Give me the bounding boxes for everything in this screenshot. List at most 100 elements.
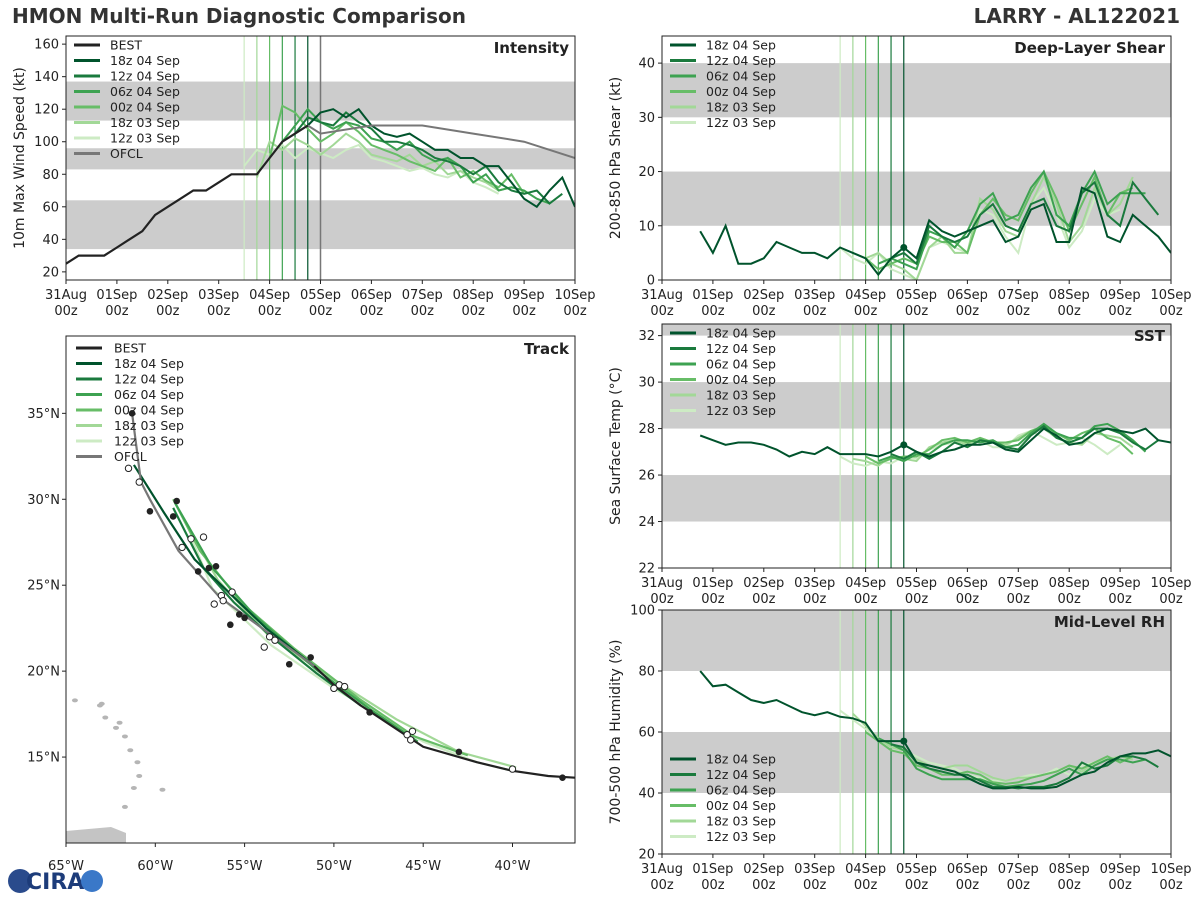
plot-area: [66, 36, 575, 280]
best-track-line: [313, 665, 575, 779]
x-tick-label: 01Sep: [692, 288, 733, 303]
x-tick-label: 00z: [563, 304, 587, 319]
track-line-00z-04-Sep: [172, 498, 469, 757]
y-tick-label: 140: [34, 70, 59, 85]
lon-label: 65°W: [48, 859, 84, 874]
track-map: 65°W 60°W 55°W 50°W 45°W 40°W 15°N 20°N 25°N 30°N…: [27, 335, 576, 874]
x-tick-label: 00z: [411, 304, 435, 319]
x-tick-label: 02Sep: [147, 288, 188, 303]
y-tick-label: 100: [630, 604, 655, 619]
x-tick-label: 00z: [752, 592, 776, 607]
track-point-filled: [366, 709, 373, 716]
x-tick-label: 00z: [905, 304, 929, 319]
x-tick-label: 00z: [1108, 592, 1132, 607]
x-tick-label: 09Sep: [1100, 576, 1141, 591]
legend-label: 12z 04 Sep: [706, 53, 776, 68]
track-point-open: [508, 765, 517, 773]
track-point-open: [228, 588, 236, 596]
x-tick-label: 00z: [156, 304, 180, 319]
track-line-12z-04-Sep: [172, 507, 362, 707]
x-tick-label: 00z: [207, 304, 231, 319]
x-tick-label: 00z: [650, 592, 674, 607]
x-tick-label: 01Sep: [96, 288, 137, 303]
rh-chart: 2040608010031Aug00z01Sep00z02Sep00z03Sep…: [608, 604, 1192, 894]
chart-title: Track: [524, 340, 570, 358]
lon-label: 45°W: [405, 859, 441, 874]
track-point-open: [260, 643, 268, 651]
x-tick-label: 10Sep: [1150, 862, 1191, 877]
legend-label: 18z 03 Sep: [110, 115, 180, 130]
series-line-06z-04-Sep: [877, 169, 1146, 271]
current-point: [900, 441, 908, 449]
legend-label: 18z 04 Sep: [706, 752, 776, 767]
ofcl-track-line: [131, 413, 315, 667]
x-tick-label: 10Sep: [1150, 576, 1191, 591]
plot-area: [662, 324, 1171, 568]
ofcl-line: [307, 124, 575, 159]
y-axis-label: 700-500 hPa Humidity (%): [608, 640, 624, 825]
x-tick-label: 06Sep: [947, 288, 988, 303]
x-tick-label: 00z: [701, 304, 725, 319]
y-tick-label: 80: [638, 665, 655, 680]
x-tick-label: 06Sep: [947, 862, 988, 877]
x-tick-label: 00z: [956, 592, 980, 607]
x-tick-label: 08Sep: [1049, 862, 1090, 877]
legend-label: 12z 04 Sep: [114, 372, 184, 387]
series-line-12z-03-Sep: [243, 143, 500, 195]
island: [127, 748, 134, 753]
cira-logo: CIRA: [4, 866, 114, 896]
lat-label: 25°N: [27, 579, 60, 594]
track-point-open: [199, 533, 208, 541]
x-tick-label: 07Sep: [998, 576, 1039, 591]
legend-label: BEST: [114, 341, 146, 356]
landmass: [66, 827, 126, 843]
x-tick-label: 02Sep: [743, 576, 784, 591]
y-tick-label: 40: [638, 787, 655, 802]
x-tick-label: 00z: [258, 304, 282, 319]
track-point-filled: [227, 621, 234, 629]
chart-title: Mid-Level RH: [1054, 613, 1165, 631]
island: [113, 725, 120, 730]
lat-label: 20°N: [27, 665, 60, 680]
x-tick-label: 00z: [752, 878, 776, 893]
x-tick-label: 00z: [1159, 592, 1183, 607]
legend-label: 00z 04 Sep: [706, 84, 776, 99]
x-tick-label: 10Sep: [554, 288, 595, 303]
track-point-open: [406, 736, 415, 744]
x-tick-label: 06Sep: [947, 576, 988, 591]
y-tick-label: 24: [638, 515, 655, 530]
current-point: [900, 737, 908, 745]
x-tick-label: 00z: [512, 304, 536, 319]
x-tick-label: 03Sep: [794, 576, 835, 591]
x-tick-label: 00z: [701, 592, 725, 607]
y-tick-label: 40: [42, 233, 59, 248]
legend-label: 18z 03 Sep: [706, 388, 776, 403]
x-tick-label: 00z: [462, 304, 486, 319]
globe-icon: [8, 869, 32, 893]
shaded-band: [662, 475, 1171, 522]
history-line: [699, 670, 904, 743]
x-tick-label: 31Aug: [641, 288, 683, 303]
x-tick-label: 31Aug: [641, 576, 683, 591]
legend-label: 12z 04 Sep: [706, 767, 776, 782]
x-tick-label: 08Sep: [1049, 576, 1090, 591]
legend-label: 00z 04 Sep: [706, 372, 776, 387]
legend-label: 12z 04 Sep: [110, 69, 180, 84]
y-tick-label: 32: [638, 329, 655, 344]
legend-label: 12z 03 Sep: [706, 115, 776, 130]
x-tick-label: 00z: [1108, 304, 1132, 319]
map-area: [66, 410, 575, 843]
track-point-filled: [559, 774, 566, 781]
x-tick-label: 01Sep: [692, 862, 733, 877]
island: [136, 773, 143, 778]
legend-label: BEST: [110, 38, 142, 53]
x-tick-label: 02Sep: [743, 288, 784, 303]
series-line-18z-03-Sep: [255, 132, 512, 192]
lon-label: 50°W: [316, 859, 352, 874]
chart-title: Deep-Layer Shear: [1014, 39, 1165, 57]
track-line-12z-03-Sep: [189, 533, 513, 772]
x-tick-label: 00z: [854, 878, 878, 893]
legend-label: 18z 03 Sep: [706, 814, 776, 829]
x-tick-label: 08Sep: [1049, 288, 1090, 303]
x-tick-label: 00z: [105, 304, 129, 319]
